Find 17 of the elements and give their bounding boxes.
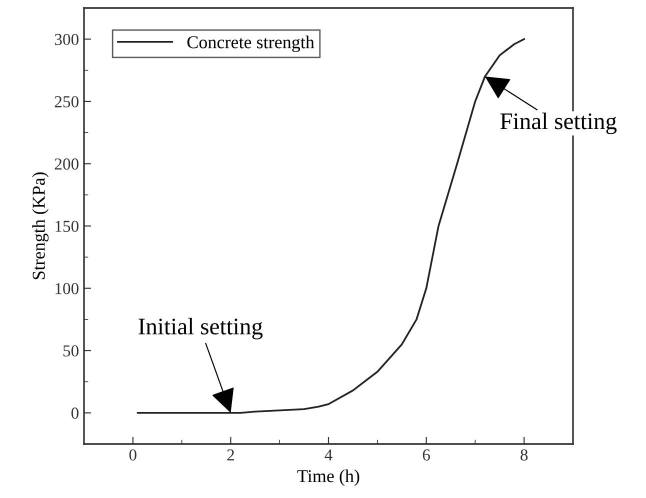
x-tick-label: 4 — [324, 449, 332, 460]
y-tick-label: 50 — [63, 345, 79, 357]
y-tick-label: 100 — [56, 282, 79, 294]
y-tick-label: 150 — [56, 220, 79, 232]
x-tick-label: 2 — [227, 449, 234, 460]
x-tick-label: 0 — [129, 449, 136, 461]
y-tick-label: 0 — [71, 408, 79, 419]
x-axis-title: Time (h) — [297, 470, 360, 486]
annotation: Initial setting — [138, 318, 263, 340]
y-tick-label: 300 — [54, 34, 79, 46]
x-tick-label: 8 — [520, 449, 528, 461]
y-tick-label: 200 — [54, 158, 79, 170]
legend-label: Concrete strength — [187, 36, 314, 52]
y-axis-title: Strength (KPa) — [32, 172, 49, 280]
x-tick-label: 6 — [422, 449, 430, 461]
y-tick-label: 250 — [54, 96, 79, 108]
annotation: Final setting — [500, 112, 617, 134]
